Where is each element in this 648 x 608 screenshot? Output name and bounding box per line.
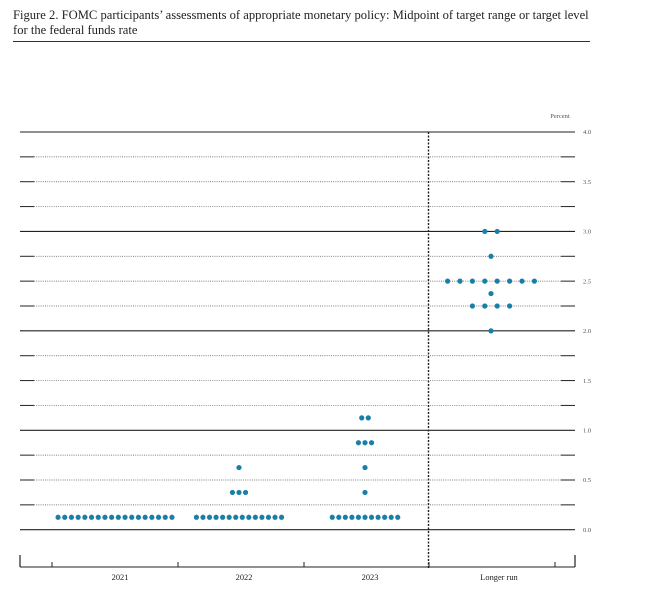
dot-2023 <box>359 415 365 421</box>
y-tick-label: 4.0 <box>583 129 591 136</box>
dot-2021 <box>88 514 95 520</box>
dot-2023 <box>362 514 368 520</box>
dot-2023 <box>388 514 394 520</box>
dot-longer-run <box>445 278 451 284</box>
y-tick-label: 0.5 <box>583 477 591 484</box>
dot-2021 <box>109 514 115 520</box>
dot-2022 <box>226 514 232 520</box>
dot-2023 <box>362 464 368 471</box>
dot-longer-run <box>507 278 513 284</box>
y-tick-label: 1.0 <box>583 427 591 434</box>
dot-2022 <box>272 514 278 520</box>
dot-2023 <box>395 514 401 520</box>
dot-2022 <box>278 514 285 520</box>
dot-longer-run <box>488 290 494 297</box>
dot-2022 <box>233 514 239 520</box>
dot-2023 <box>342 514 348 520</box>
dot-2022 <box>200 514 206 520</box>
y-tick-label: 2.5 <box>583 278 591 285</box>
dot-2021 <box>122 514 128 520</box>
dot-longer-run <box>531 278 538 284</box>
dot-2023 <box>365 415 371 421</box>
dot-longer-run <box>488 328 494 334</box>
x-category-label: 2021 <box>112 573 129 582</box>
dot-2022 <box>193 514 200 520</box>
dot-2021 <box>169 514 175 520</box>
dot-2021 <box>135 514 142 520</box>
dot-2021 <box>102 514 108 520</box>
y-tick-label: 1.5 <box>583 378 591 385</box>
dot-2021 <box>142 514 148 520</box>
y-axis-label: Percent <box>550 113 570 120</box>
x-category-label: Longer run <box>480 573 518 582</box>
dot-2022 <box>236 464 242 471</box>
dot-2021 <box>75 514 81 520</box>
dot-longer-run <box>488 253 494 259</box>
dot-2021 <box>149 514 155 520</box>
figure-title: Figure 2. FOMC participants’ assessments… <box>13 8 589 37</box>
y-tick-label: 3.5 <box>583 179 591 186</box>
dot-longer-run <box>494 228 500 235</box>
dot-2021 <box>155 514 162 520</box>
dot-2021 <box>95 514 101 520</box>
dot-longer-run <box>494 303 500 309</box>
dot-longer-run <box>482 228 488 235</box>
dot-2022 <box>259 514 265 520</box>
dot-2021 <box>115 514 121 520</box>
dot-longer-run <box>494 278 500 284</box>
dot-2023 <box>329 514 335 520</box>
dot-2022 <box>220 514 226 520</box>
y-tick-label: 2.0 <box>583 328 591 335</box>
dot-2023 <box>368 440 375 446</box>
dot-longer-run <box>507 303 513 309</box>
dot-longer-run <box>469 278 475 284</box>
title-rule <box>13 41 590 42</box>
dot-2023 <box>382 514 388 520</box>
dot-2023 <box>362 440 368 446</box>
dot-2022 <box>213 514 219 520</box>
dot-2021 <box>82 514 88 520</box>
dot-2022 <box>206 514 213 520</box>
dot-2021 <box>162 514 168 520</box>
dot-longer-run <box>519 278 525 284</box>
dot-2023 <box>355 440 362 446</box>
dot-longer-run <box>482 303 488 309</box>
dot-2023 <box>375 514 381 520</box>
dot-longer-run <box>482 278 488 284</box>
dot-2023 <box>349 514 355 520</box>
dot-2023 <box>355 514 362 520</box>
dot-2022 <box>239 514 245 520</box>
dot-2021 <box>129 514 135 520</box>
dot-2023 <box>368 514 375 520</box>
dot-2022 <box>229 489 236 496</box>
y-tick-label: 0.0 <box>583 527 591 534</box>
dot-2022 <box>242 489 249 496</box>
x-category-label: 2022 <box>236 573 253 582</box>
dot-2023 <box>336 514 342 520</box>
dot-2022 <box>265 514 272 520</box>
y-tick-label: 3.0 <box>583 229 591 236</box>
dot-2021 <box>62 514 68 520</box>
dot-2022 <box>236 489 242 496</box>
dot-2022 <box>246 514 252 520</box>
dot-2022 <box>252 514 258 520</box>
x-category-label: 2023 <box>362 573 379 582</box>
dot-2021 <box>68 514 75 520</box>
dot-2023 <box>362 489 368 496</box>
dot-2021 <box>55 514 61 520</box>
dot-longer-run <box>457 278 463 284</box>
dot-longer-run <box>469 303 475 309</box>
